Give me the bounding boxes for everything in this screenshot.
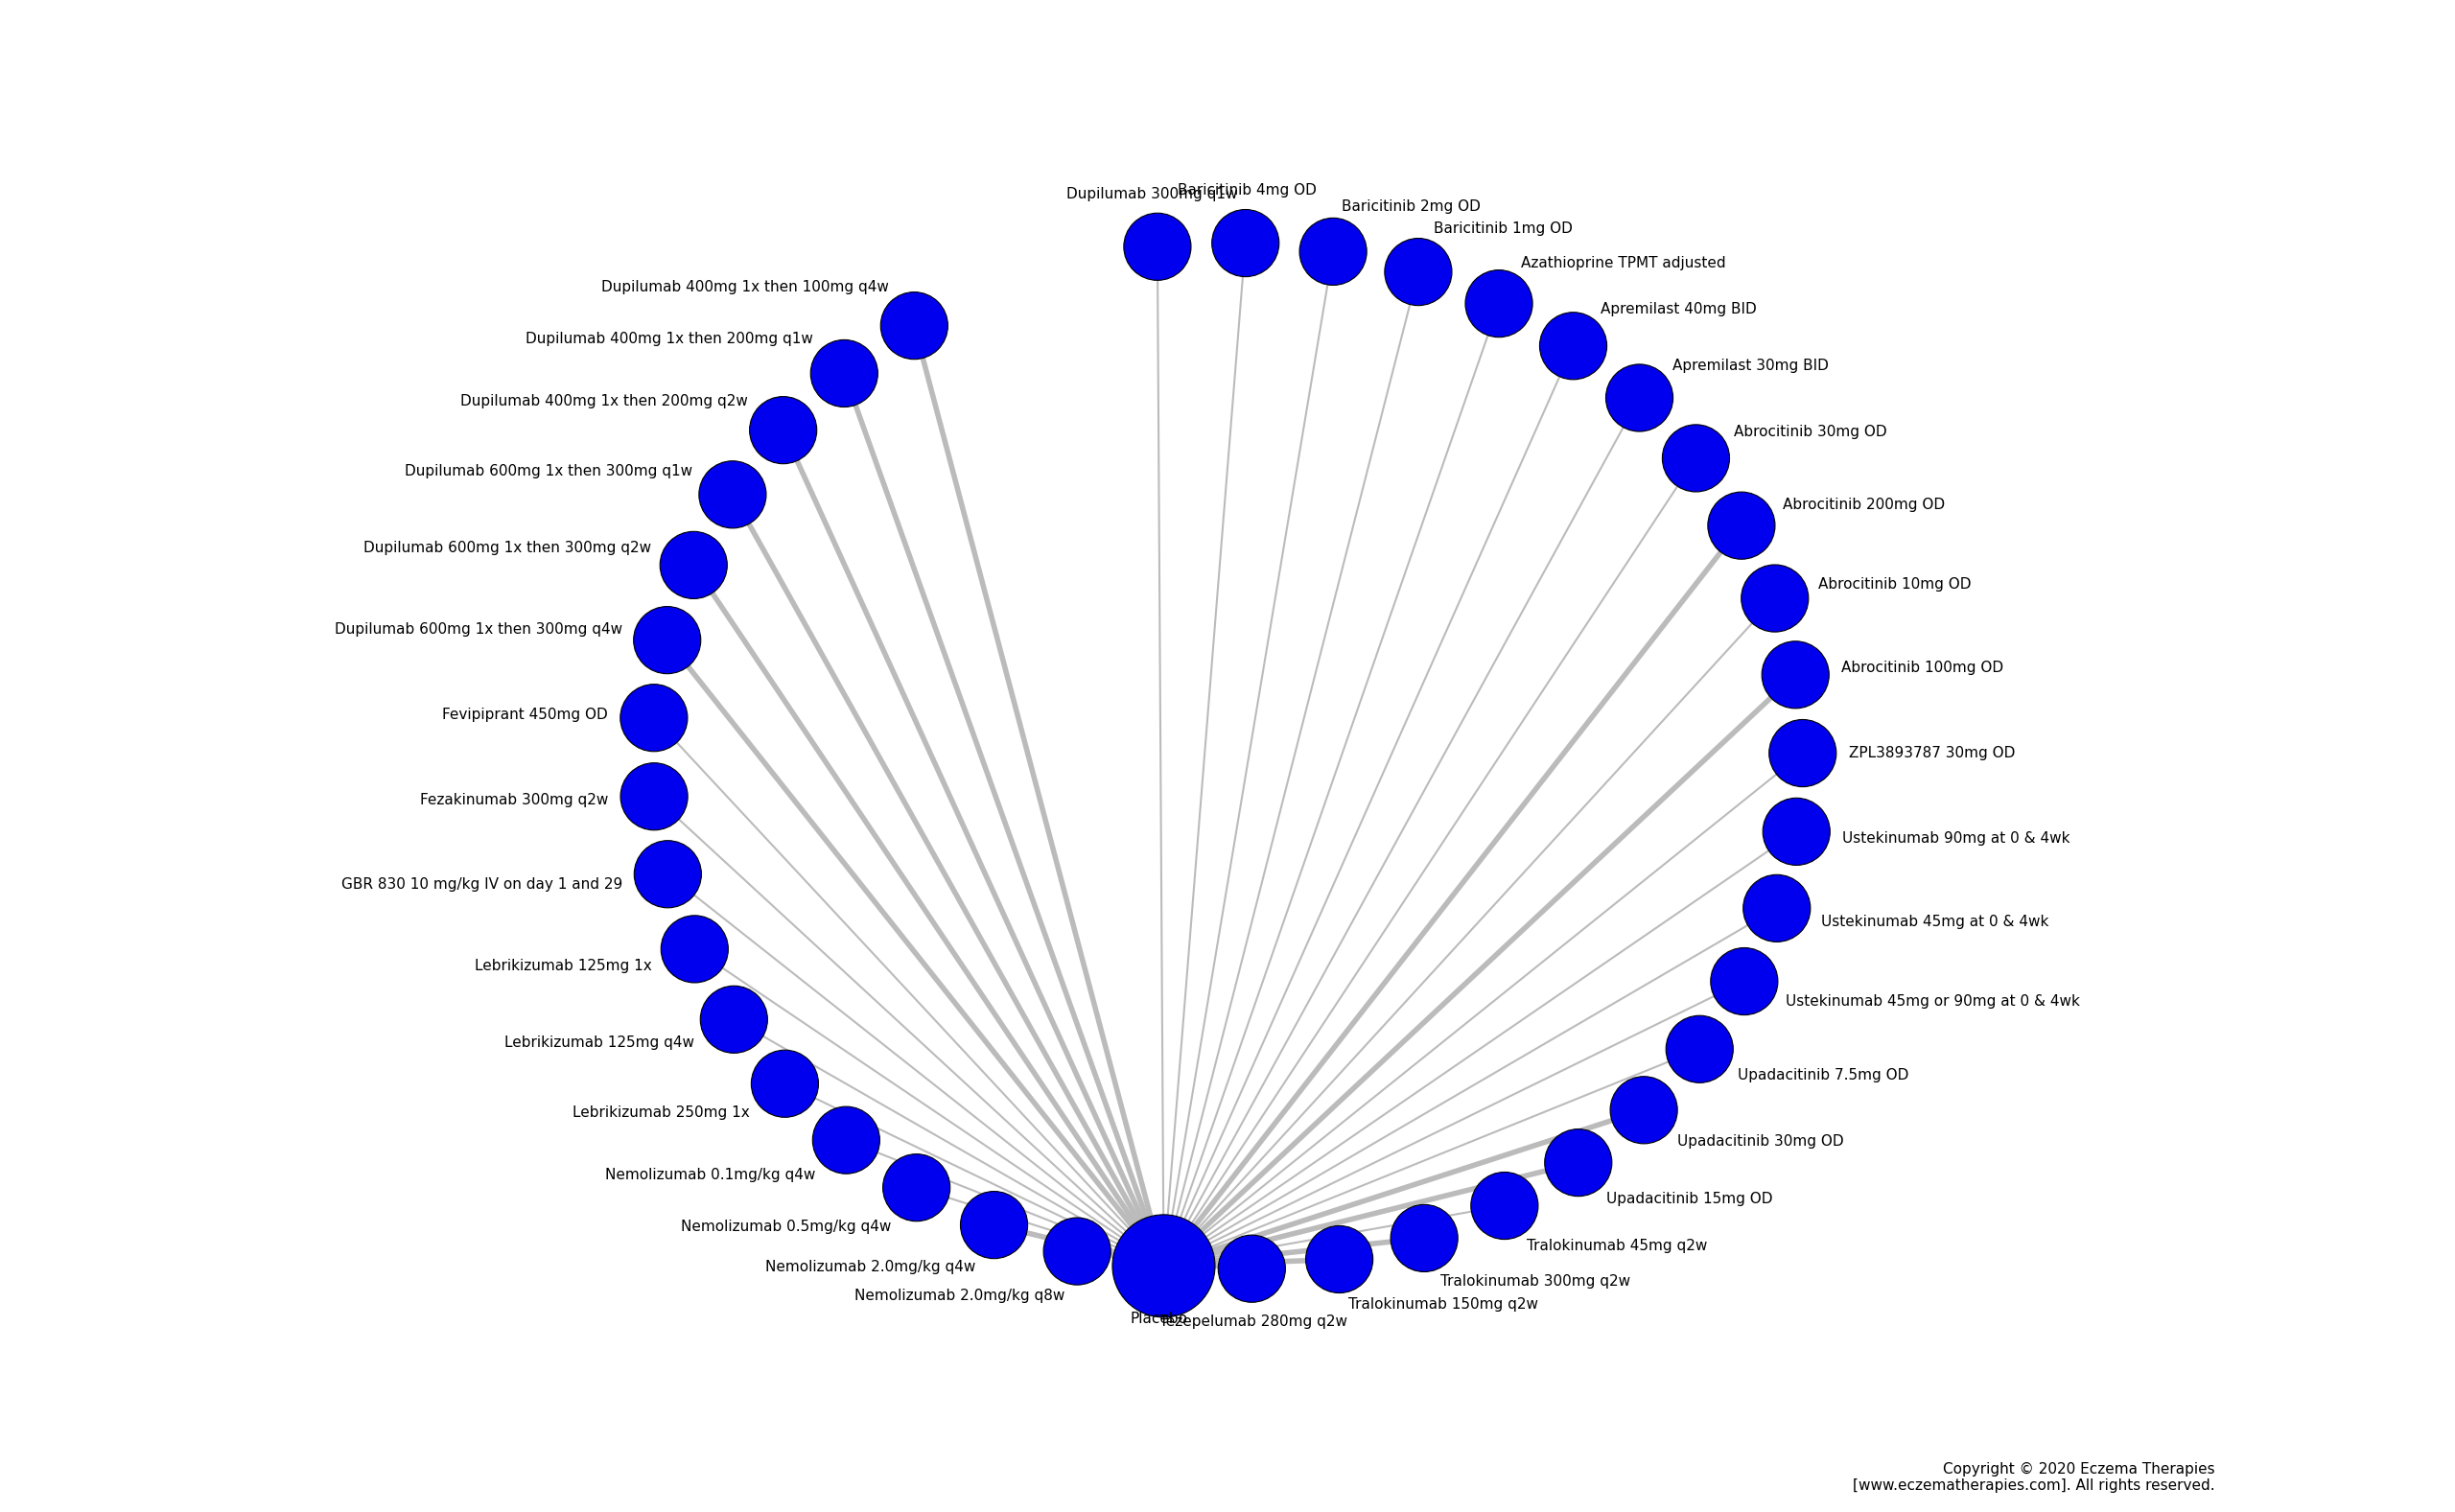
Circle shape	[1763, 641, 1829, 709]
Circle shape	[884, 1154, 950, 1222]
Text: Dupilumab 300mg q1w: Dupilumab 300mg q1w	[1065, 186, 1237, 201]
Circle shape	[1606, 364, 1672, 431]
Text: Azathioprine TPMT adjusted: Azathioprine TPMT adjusted	[1520, 256, 1726, 271]
Text: Baricitinib 1mg OD: Baricitinib 1mg OD	[1434, 221, 1574, 236]
Circle shape	[1770, 720, 1836, 786]
Text: Lebrikizumab 125mg q4w: Lebrikizumab 125mg q4w	[506, 1036, 695, 1051]
Circle shape	[1466, 271, 1532, 337]
Text: ZPL3893787 30mg OD: ZPL3893787 30mg OD	[1849, 745, 2016, 761]
Text: Tralokinumab 300mg q2w: Tralokinumab 300mg q2w	[1441, 1275, 1630, 1288]
Circle shape	[700, 986, 768, 1052]
Text: Abrocitinib 200mg OD: Abrocitinib 200mg OD	[1782, 497, 1944, 513]
Text: Nemolizumab 2.0mg/kg q4w: Nemolizumab 2.0mg/kg q4w	[766, 1259, 975, 1275]
Circle shape	[813, 1107, 879, 1173]
Text: Dupilumab 600mg 1x then 300mg q2w: Dupilumab 600mg 1x then 300mg q2w	[363, 541, 651, 555]
Text: Nemolizumab 0.5mg/kg q4w: Nemolizumab 0.5mg/kg q4w	[680, 1219, 891, 1234]
Circle shape	[960, 1191, 1029, 1258]
Text: Lebrikizumab 125mg 1x: Lebrikizumab 125mg 1x	[474, 959, 653, 974]
Text: Copyright © 2020 Eczema Therapies
[www.eczematherapies.com]. All rights reserved: Copyright © 2020 Eczema Therapies [www.e…	[1854, 1462, 2214, 1492]
Text: Nemolizumab 2.0mg/kg q8w: Nemolizumab 2.0mg/kg q8w	[854, 1288, 1065, 1303]
Text: Tralokinumab 45mg q2w: Tralokinumab 45mg q2w	[1527, 1238, 1706, 1253]
Circle shape	[1709, 491, 1775, 559]
Text: Dupilumab 400mg 1x then 200mg q1w: Dupilumab 400mg 1x then 200mg q1w	[525, 333, 813, 346]
Text: Nemolizumab 0.1mg/kg q4w: Nemolizumab 0.1mg/kg q4w	[606, 1167, 815, 1182]
Circle shape	[1610, 1077, 1677, 1143]
Circle shape	[1662, 425, 1728, 491]
Text: Baricitinib 4mg OD: Baricitinib 4mg OD	[1178, 183, 1316, 197]
Circle shape	[1471, 1172, 1539, 1240]
Circle shape	[621, 764, 687, 830]
Text: Fevipiprant 450mg OD: Fevipiprant 450mg OD	[442, 708, 609, 721]
Circle shape	[1385, 239, 1451, 305]
Circle shape	[1299, 218, 1367, 286]
Circle shape	[1711, 948, 1777, 1015]
Circle shape	[660, 532, 727, 599]
Circle shape	[700, 461, 766, 528]
Text: Upadacitinib 7.5mg OD: Upadacitinib 7.5mg OD	[1738, 1069, 1908, 1083]
Circle shape	[621, 685, 687, 751]
Circle shape	[749, 396, 818, 464]
Circle shape	[1741, 564, 1809, 632]
Circle shape	[1218, 1235, 1286, 1302]
Circle shape	[1544, 1129, 1613, 1196]
Text: Ustekinumab 90mg at 0 & 4wk: Ustekinumab 90mg at 0 & 4wk	[1841, 832, 2070, 845]
Circle shape	[660, 915, 729, 983]
Text: Dupilumab 400mg 1x then 100mg q4w: Dupilumab 400mg 1x then 100mg q4w	[601, 280, 889, 295]
Text: Baricitinib 2mg OD: Baricitinib 2mg OD	[1340, 200, 1480, 213]
Text: Apremilast 30mg BID: Apremilast 30mg BID	[1672, 358, 1829, 373]
Circle shape	[1667, 1016, 1733, 1083]
Circle shape	[1390, 1205, 1458, 1272]
Text: Dupilumab 600mg 1x then 300mg q1w: Dupilumab 600mg 1x then 300mg q1w	[405, 464, 692, 478]
Circle shape	[751, 1049, 818, 1117]
Text: Placebo: Placebo	[1129, 1312, 1188, 1326]
Text: Dupilumab 600mg 1x then 300mg q4w: Dupilumab 600mg 1x then 300mg q4w	[334, 623, 624, 637]
Text: Upadacitinib 15mg OD: Upadacitinib 15mg OD	[1606, 1191, 1773, 1207]
Text: Ustekinumab 45mg at 0 & 4wk: Ustekinumab 45mg at 0 & 4wk	[1822, 915, 2047, 928]
Text: Fezakinumab 300mg q2w: Fezakinumab 300mg q2w	[420, 792, 609, 807]
Text: GBR 830 10 mg/kg IV on day 1 and 29: GBR 830 10 mg/kg IV on day 1 and 29	[341, 877, 624, 892]
Text: Tralokinumab 150mg q2w: Tralokinumab 150mg q2w	[1348, 1297, 1539, 1312]
Text: Dupilumab 400mg 1x then 200mg q2w: Dupilumab 400mg 1x then 200mg q2w	[459, 393, 749, 408]
Text: Tezepelumab 280mg q2w: Tezepelumab 280mg q2w	[1159, 1314, 1348, 1329]
Text: Apremilast 40mg BID: Apremilast 40mg BID	[1601, 302, 1758, 316]
Circle shape	[1043, 1217, 1110, 1285]
Text: Abrocitinib 100mg OD: Abrocitinib 100mg OD	[1841, 661, 2003, 674]
Circle shape	[881, 292, 948, 360]
Circle shape	[1112, 1214, 1215, 1317]
Text: Lebrikizumab 250mg 1x: Lebrikizumab 250mg 1x	[572, 1105, 749, 1120]
Circle shape	[633, 606, 700, 674]
Text: Abrocitinib 30mg OD: Abrocitinib 30mg OD	[1733, 425, 1885, 438]
Circle shape	[633, 841, 702, 907]
Text: Ustekinumab 45mg or 90mg at 0 & 4wk: Ustekinumab 45mg or 90mg at 0 & 4wk	[1785, 995, 2079, 1009]
Circle shape	[1539, 313, 1608, 380]
Circle shape	[1124, 213, 1191, 280]
Circle shape	[810, 340, 879, 407]
Circle shape	[1306, 1226, 1372, 1293]
Text: Upadacitinib 30mg OD: Upadacitinib 30mg OD	[1677, 1134, 1844, 1149]
Circle shape	[1763, 798, 1829, 865]
Text: Abrocitinib 10mg OD: Abrocitinib 10mg OD	[1819, 578, 1971, 591]
Circle shape	[1213, 210, 1279, 277]
Circle shape	[1743, 874, 1809, 942]
